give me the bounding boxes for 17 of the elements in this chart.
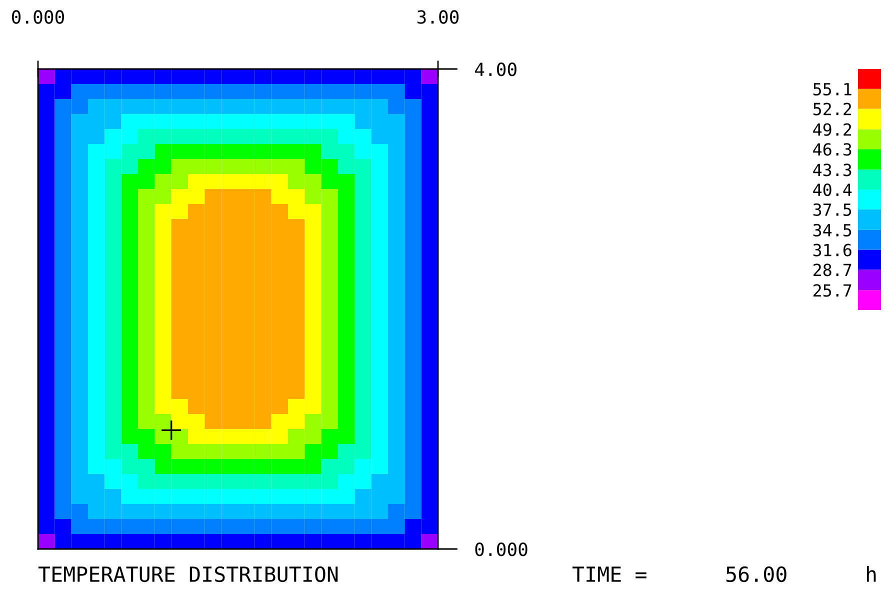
color-bar-label: 37.5: [813, 203, 852, 216]
text: h: [866, 566, 876, 582]
color-bar-label: 55.1: [813, 83, 852, 96]
color-bar-label: 52.2: [813, 102, 852, 116]
y-tick-label: 4.00: [475, 62, 516, 76]
color-bar-label: 25.7: [814, 284, 852, 297]
x-tick-label: 3.00: [417, 10, 459, 24]
color-bar-label: 31.6: [813, 244, 852, 256]
color-bar-label: 46.3: [813, 143, 852, 156]
color-bar-label: 40.4: [813, 184, 852, 196]
text: 56.00: [726, 566, 786, 582]
color-bar-label: 43.3: [813, 164, 852, 176]
color-bar-label: 28.7: [814, 264, 852, 276]
text: TEMPERATURE DISTRIBUTION: [38, 566, 338, 582]
color-bar-label: 49.2: [813, 123, 852, 136]
text: TIME =: [572, 566, 646, 582]
color-bar-label: 34.5: [813, 224, 852, 237]
